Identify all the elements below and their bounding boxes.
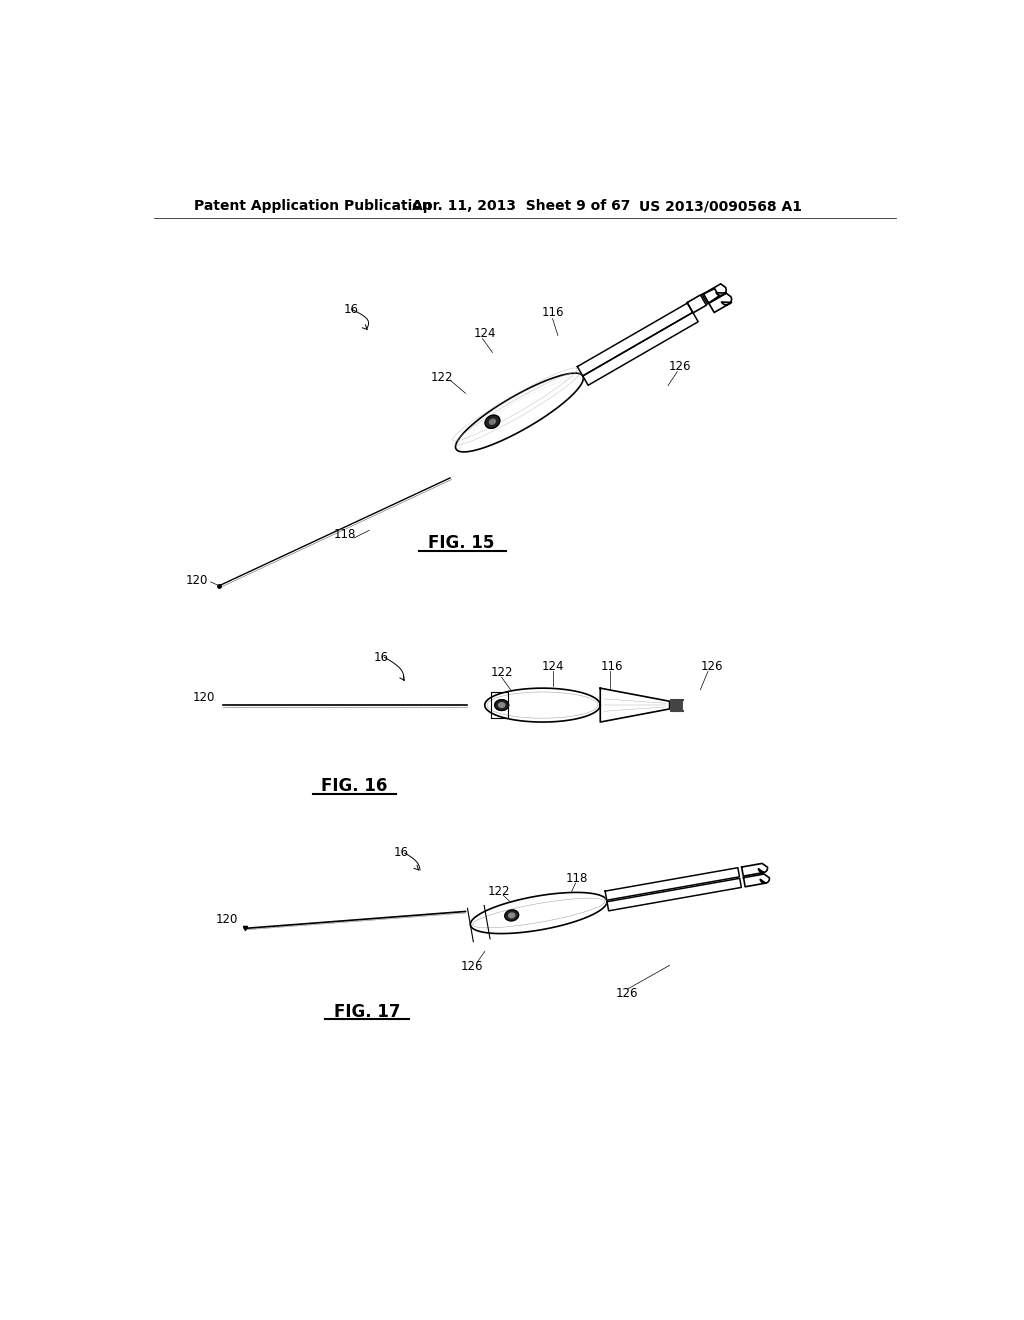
Text: 16: 16: [374, 651, 389, 664]
Text: 118: 118: [334, 528, 355, 541]
Polygon shape: [600, 688, 670, 722]
Polygon shape: [703, 284, 726, 304]
Bar: [683, 701, 688, 709]
Polygon shape: [709, 293, 731, 313]
Polygon shape: [743, 874, 769, 887]
Polygon shape: [702, 289, 719, 304]
Text: 124: 124: [473, 327, 496, 341]
Polygon shape: [741, 863, 768, 876]
Polygon shape: [470, 892, 607, 933]
Text: 126: 126: [669, 360, 691, 372]
Text: 126: 126: [700, 660, 723, 673]
Polygon shape: [505, 909, 518, 921]
Polygon shape: [509, 913, 515, 917]
Text: 122: 122: [490, 667, 513, 680]
Text: Patent Application Publication: Patent Application Publication: [195, 199, 432, 213]
Bar: [670, 700, 683, 711]
Text: 124: 124: [542, 660, 564, 673]
Polygon shape: [607, 878, 741, 911]
Text: 120: 120: [216, 912, 239, 925]
Text: 126: 126: [461, 961, 483, 973]
Text: 126: 126: [616, 987, 638, 1001]
Polygon shape: [489, 420, 496, 424]
Text: FIG. 16: FIG. 16: [321, 777, 387, 795]
Polygon shape: [605, 867, 739, 900]
Polygon shape: [485, 416, 500, 428]
Polygon shape: [687, 294, 707, 313]
Polygon shape: [578, 304, 693, 376]
Text: 120: 120: [185, 574, 208, 587]
Text: 118: 118: [566, 871, 589, 884]
Text: 120: 120: [193, 690, 215, 704]
Text: 122: 122: [431, 371, 454, 384]
Text: US 2013/0090568 A1: US 2013/0090568 A1: [639, 199, 802, 213]
Text: FIG. 15: FIG. 15: [428, 535, 495, 552]
Polygon shape: [484, 688, 600, 722]
Text: 122: 122: [487, 884, 510, 898]
Polygon shape: [583, 313, 698, 385]
Polygon shape: [456, 374, 584, 451]
Text: 116: 116: [600, 660, 623, 673]
Polygon shape: [495, 700, 509, 710]
Text: 116: 116: [542, 306, 564, 319]
Text: 16: 16: [344, 302, 359, 315]
Polygon shape: [499, 702, 505, 708]
Text: Apr. 11, 2013  Sheet 9 of 67: Apr. 11, 2013 Sheet 9 of 67: [412, 199, 630, 213]
Text: 16: 16: [394, 846, 410, 859]
Text: FIG. 17: FIG. 17: [334, 1003, 400, 1020]
